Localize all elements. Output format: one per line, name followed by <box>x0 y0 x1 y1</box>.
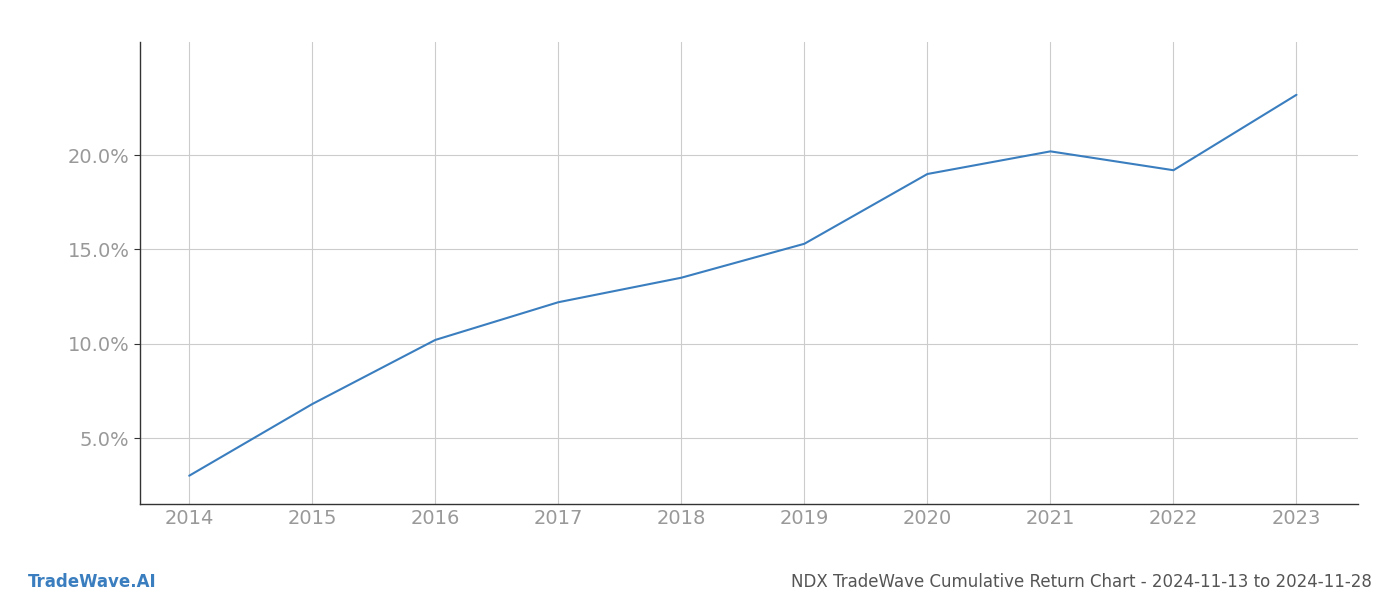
Text: TradeWave.AI: TradeWave.AI <box>28 573 157 591</box>
Text: NDX TradeWave Cumulative Return Chart - 2024-11-13 to 2024-11-28: NDX TradeWave Cumulative Return Chart - … <box>791 573 1372 591</box>
